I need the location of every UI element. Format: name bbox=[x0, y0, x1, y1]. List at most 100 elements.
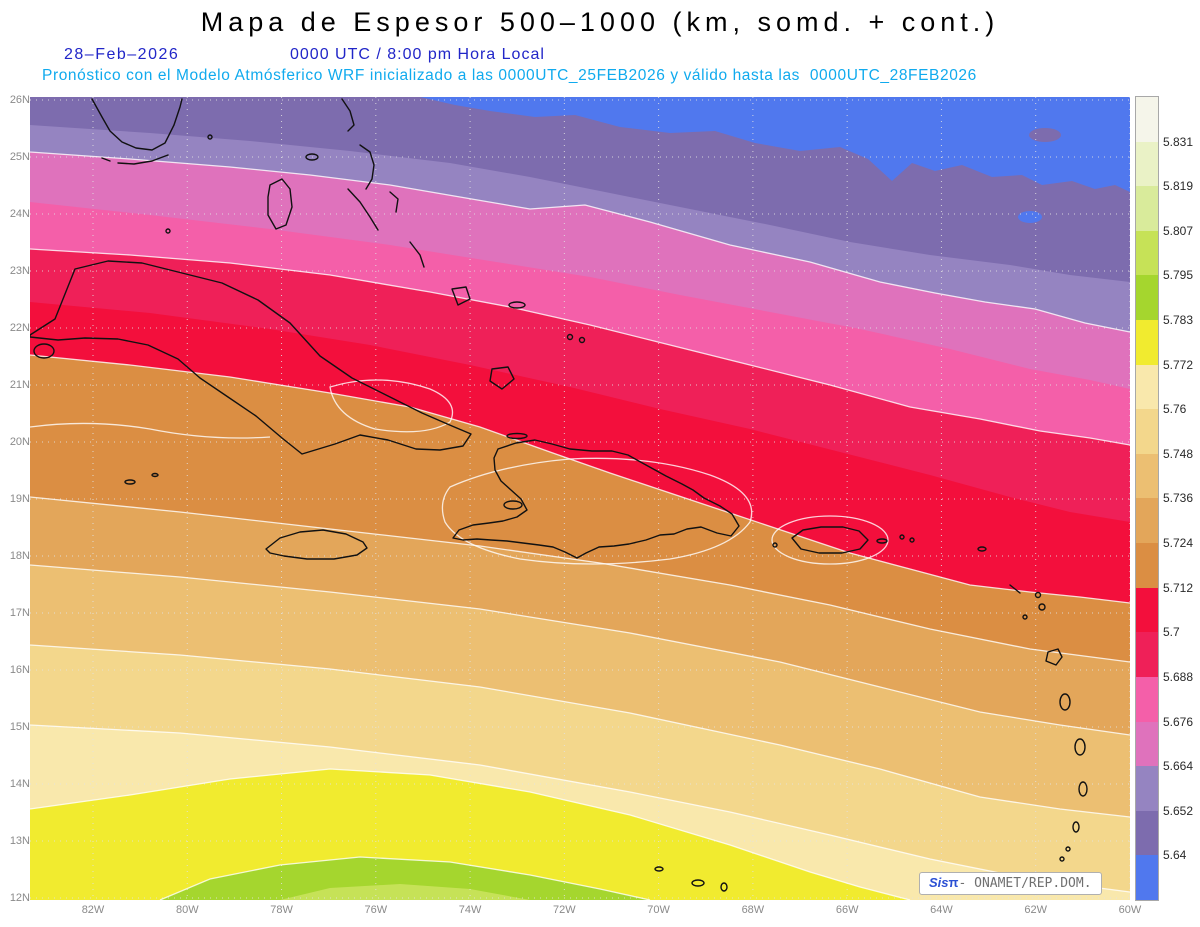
band-pocket-blue bbox=[1018, 211, 1042, 223]
coastline-eleuthera bbox=[359, 144, 375, 190]
lon-tick-label: 70W bbox=[647, 904, 670, 916]
colorbar-segment bbox=[1136, 587, 1158, 633]
lat-tick-label: 20N bbox=[9, 436, 30, 448]
coastline-jamaica bbox=[265, 529, 368, 560]
coastline-florida bbox=[91, 98, 183, 151]
colorbar-segment bbox=[1136, 230, 1158, 276]
lat-tick-label: 17N bbox=[9, 607, 30, 619]
map-canvas bbox=[30, 97, 1130, 900]
coastline-isla-juventud bbox=[33, 343, 55, 359]
coastline-long-island bbox=[409, 241, 425, 268]
valid-date: 28–Feb–2026 bbox=[64, 46, 180, 63]
colorbar-tick-label: 5.652 bbox=[1163, 803, 1194, 818]
lon-tick-label: 68W bbox=[741, 904, 765, 916]
coastline-inagua bbox=[489, 366, 515, 390]
coastline-grenadines bbox=[1065, 846, 1071, 852]
lat-tick-label: 22N bbox=[9, 322, 30, 334]
lat-tick-label: 13N bbox=[9, 835, 30, 847]
coastline-virgin-islands-2 bbox=[909, 537, 915, 543]
colorbar-segment bbox=[1136, 97, 1158, 142]
lon-tick-label: 74W bbox=[458, 904, 482, 916]
lat-tick-label: 12N bbox=[9, 892, 30, 904]
lon-tick-label: 62W bbox=[1024, 904, 1047, 916]
thickness-bands bbox=[30, 97, 1130, 900]
colorbar-segment bbox=[1136, 320, 1158, 365]
colorbar-segment bbox=[1136, 766, 1158, 811]
colorbar-tick-label: 5.795 bbox=[1163, 268, 1194, 283]
coastline-cat-island bbox=[389, 191, 399, 213]
colorbar-tick-label: 5.76 bbox=[1163, 402, 1187, 417]
lat-tick-label: 25N bbox=[9, 151, 30, 163]
lat-tick-label: 23N bbox=[9, 265, 30, 277]
coastlines bbox=[30, 98, 1088, 893]
colorbar-segment bbox=[1136, 810, 1158, 856]
coastline-cay-sal bbox=[165, 228, 171, 234]
lon-tick-label: 64W bbox=[930, 904, 953, 916]
coastline-bimini bbox=[207, 134, 213, 140]
colorbar bbox=[1135, 96, 1159, 901]
colorbar-segment bbox=[1136, 632, 1158, 677]
lat-tick-label: 16N bbox=[9, 664, 30, 676]
colorbar-tick-label: 5.748 bbox=[1163, 446, 1194, 461]
coastline-montserrat bbox=[1022, 614, 1028, 620]
coastline-st-martin bbox=[977, 546, 987, 552]
colorbar-segment bbox=[1136, 275, 1158, 321]
coastline-st-lucia bbox=[1078, 781, 1088, 797]
colorbar-segment bbox=[1136, 676, 1158, 722]
band-yellow-green bbox=[160, 857, 650, 900]
coastline-crooked-acklins bbox=[451, 286, 471, 306]
coastline-antigua bbox=[1038, 603, 1046, 611]
colorbar-tick-label: 5.819 bbox=[1163, 179, 1194, 194]
colorbar-segment bbox=[1136, 453, 1158, 499]
colorbar-tick-label: 5.772 bbox=[1163, 357, 1194, 372]
lat-tick-label: 24N bbox=[9, 208, 30, 220]
colorbar-segment bbox=[1136, 498, 1158, 544]
coastline-vieques bbox=[876, 538, 888, 544]
colorbar-tick-label: 5.807 bbox=[1163, 223, 1194, 238]
band-green bbox=[280, 884, 530, 900]
coastline-hispaniola bbox=[452, 439, 740, 559]
lon-tick-label: 82W bbox=[81, 904, 105, 916]
lat-tick-label: 26N bbox=[9, 94, 30, 106]
colorbar-segment bbox=[1136, 543, 1158, 588]
coastline-cuba bbox=[30, 260, 472, 455]
lon-tick-label: 60W bbox=[1118, 904, 1142, 916]
colorbar-segment bbox=[1136, 364, 1158, 410]
coastline-turks bbox=[566, 333, 574, 341]
coastline-mayaguana bbox=[508, 301, 526, 309]
coastline-dominica bbox=[1059, 693, 1071, 711]
contour-lines bbox=[30, 151, 1130, 900]
coastline-florida-keys bbox=[101, 154, 169, 165]
lon-tick-label: 76W bbox=[364, 904, 388, 916]
coastline-bonaire bbox=[720, 882, 728, 892]
lat-tick-label: 21N bbox=[9, 379, 30, 391]
lon-tick-label: 80W bbox=[175, 904, 199, 916]
band-yellow bbox=[30, 769, 910, 900]
colorbar-tick-label: 5.664 bbox=[1163, 759, 1194, 774]
colorbar-segment bbox=[1136, 855, 1158, 900]
coastline-barbuda bbox=[1034, 591, 1042, 599]
coastline-aruba bbox=[654, 866, 664, 872]
coastline-caicos bbox=[578, 336, 586, 344]
coastline-abaco bbox=[341, 98, 355, 132]
colorbar-tick-label: 5.712 bbox=[1163, 580, 1194, 595]
colorbar-tick-label: 5.7 bbox=[1163, 625, 1180, 640]
lat-tick-label: 19N bbox=[9, 493, 30, 505]
coastline-mona bbox=[772, 542, 778, 548]
colorbar-segment bbox=[1136, 721, 1158, 767]
colorbar-tick-label: 5.724 bbox=[1163, 536, 1194, 551]
band-pocket-purple bbox=[1029, 128, 1061, 142]
coastline-curacao bbox=[691, 879, 705, 887]
forecast-note: Pronóstico con el Modelo Atmósferico WRF… bbox=[42, 67, 977, 84]
colorbar-tick-label: 5.676 bbox=[1163, 714, 1194, 729]
colorbar-segment bbox=[1136, 409, 1158, 454]
lat-tick-label: 14N bbox=[9, 778, 30, 790]
coastline-tortuga bbox=[506, 432, 528, 440]
valid-time: 0000 UTC / 8:00 pm Hora Local bbox=[290, 46, 545, 63]
colorbar-segment bbox=[1136, 141, 1158, 187]
coastline-grenadines-2 bbox=[1059, 856, 1065, 862]
coastline-new-providence bbox=[305, 153, 319, 161]
colorbar-tick-label: 5.736 bbox=[1163, 491, 1194, 506]
lon-tick-label: 78W bbox=[270, 904, 293, 916]
